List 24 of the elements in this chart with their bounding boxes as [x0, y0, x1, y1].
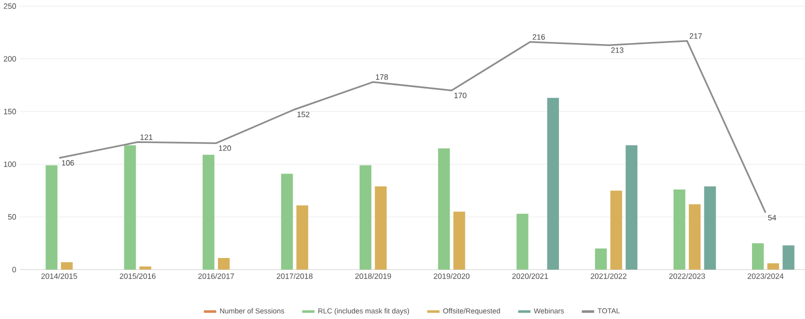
bar: [547, 98, 559, 270]
bar: [124, 145, 136, 270]
bar: [626, 145, 638, 270]
bar: [60, 262, 73, 270]
bar: [782, 245, 794, 270]
bar: [281, 174, 293, 270]
bar: [296, 205, 308, 270]
bar: [360, 165, 372, 270]
bar: [139, 266, 152, 270]
bar: [595, 248, 607, 270]
bar: [674, 190, 686, 270]
bar: [752, 243, 764, 270]
bar: [704, 186, 716, 270]
bar: [453, 212, 466, 270]
bar: [218, 258, 230, 270]
bar: [610, 190, 622, 270]
bar: [438, 148, 450, 270]
bar: [374, 186, 387, 270]
bar: [767, 263, 780, 270]
line-series: [58, 40, 766, 214]
bar: [688, 204, 701, 270]
bar: [202, 154, 214, 270]
bar: [46, 165, 58, 270]
bar: [516, 214, 528, 270]
